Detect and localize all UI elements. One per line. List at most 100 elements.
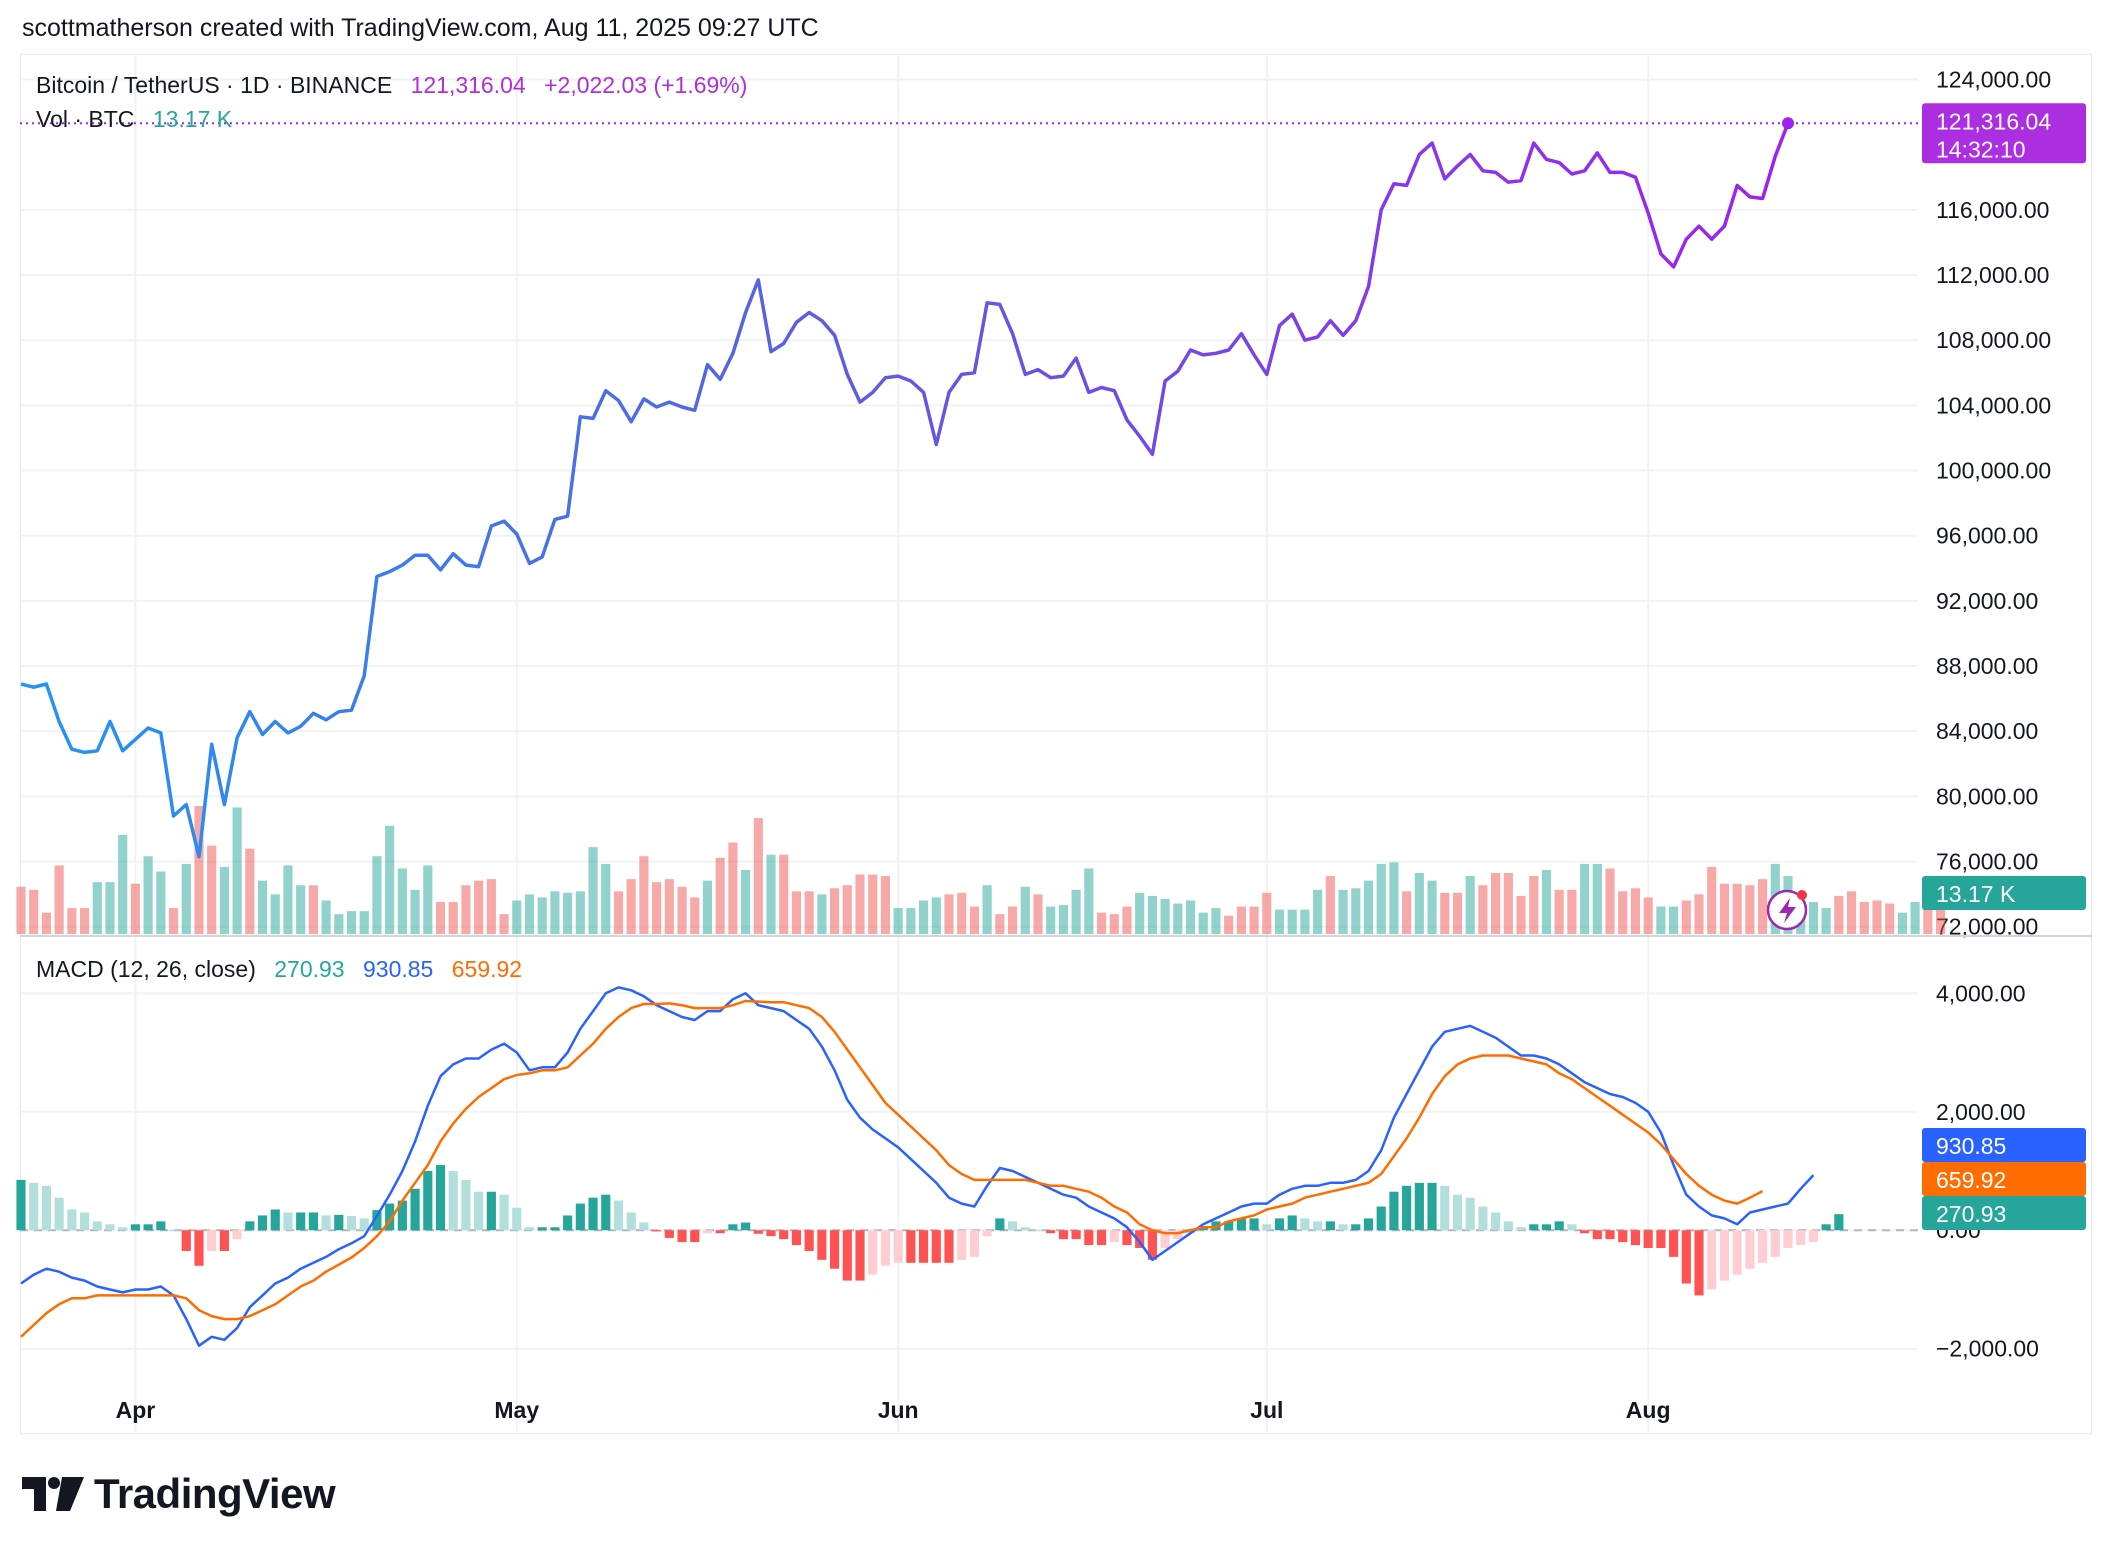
macd-histogram-bar [1605,1230,1615,1240]
macd-histogram-bar [715,1230,725,1234]
macd-histogram-bar [791,1230,802,1246]
macd-histogram-bar [524,1227,535,1231]
volume-bar [1414,873,1424,934]
macd-histogram-bar [1020,1227,1030,1231]
macd-histogram-bar [1745,1230,1755,1269]
volume-title[interactable]: Vol · BTC [36,106,135,132]
macd-histogram-bar [613,1200,624,1231]
price-tick-label: 96,000.00 [1936,523,2038,549]
volume-bar [702,880,713,934]
macd-histogram-bar [957,1230,967,1260]
volume-bar [1185,900,1196,934]
volume-bar [1694,894,1704,934]
volume-bar [1719,883,1730,934]
macd-histogram-bar [690,1230,700,1243]
volume-bar [1363,880,1374,934]
macd-tick-label: −2,000.00 [1936,1336,2039,1362]
price-tick-label: 76,000.00 [1936,849,2038,875]
macd-histogram-bar [461,1179,471,1231]
macd-histogram-bar [41,1185,52,1231]
volume-bar [1287,909,1297,934]
macd-histogram-bar [1236,1218,1246,1231]
price-tick-label: 124,000.00 [1936,67,2051,93]
volume-bar [346,911,357,934]
volume-bar [461,885,471,934]
volume-bar [524,894,535,934]
macd-histogram-bar [766,1230,776,1237]
macd-tick-label: 2,000.00 [1936,1099,2026,1125]
lightning-icon [1766,889,1808,931]
price-tick-label: 112,000.00 [1936,262,2049,288]
macd-histogram-bar [652,1230,662,1232]
macd-hist-value: 270.93 [274,956,345,982]
volume-bar [1656,906,1666,934]
hist-badge: 270.93 [1922,1196,2086,1230]
macd-histogram-bar [931,1230,941,1263]
macd-histogram-bar [1135,1230,1145,1248]
volume-bar [1503,873,1513,934]
volume-bar [931,897,941,934]
tradingview-logo[interactable]: TradingView [22,1470,336,1518]
volume-bar [830,888,840,934]
tradingview-logo-icon [22,1477,84,1511]
macd-histogram-bar [1427,1182,1437,1231]
price-tick-label: 100,000.00 [1936,458,2051,484]
symbol-title[interactable]: Bitcoin / TetherUS · 1D · BINANCE [36,72,393,98]
volume-bar [1618,891,1628,934]
macd-title[interactable]: MACD (12, 26, close) [36,956,256,982]
macd-histogram-bar [1592,1230,1602,1240]
macd-histogram-bar [92,1221,102,1231]
price-tick-label: 104,000.00 [1936,392,2051,418]
price-tick-label: 80,000.00 [1936,783,2038,809]
macd-histogram-bar [702,1230,713,1234]
volume-bar [168,908,179,934]
macd-histogram-bar [1516,1227,1526,1231]
macd-histogram-bar [575,1203,585,1231]
macd-histogram-bar [1287,1215,1297,1231]
volume-bar [207,845,217,934]
volume-badge-text: 13.17 K [1936,881,2016,907]
macd-line-value: 930.85 [363,956,434,982]
macd-histogram-bar [1402,1185,1412,1231]
macd-histogram-bar [626,1212,636,1231]
macd-histogram-bar [1630,1230,1641,1246]
volume-bar [308,885,318,934]
price-tick-label: 92,000.00 [1936,588,2038,614]
macd-histogram-bar [385,1203,395,1231]
macd-histogram-bar [245,1221,255,1231]
macd-histogram-bar [207,1230,217,1251]
volume-bar [92,882,102,934]
macd-histogram-bar [1096,1230,1107,1246]
macd-histogram-bar [474,1191,484,1231]
chart-panel[interactable] [20,54,2092,1434]
macd-histogram-bar [779,1230,789,1240]
macd-histogram-bar [1478,1206,1488,1231]
macd-histogram-bar [156,1221,166,1231]
macd-histogram-bar [423,1171,433,1231]
volume-bar [791,891,802,934]
last-price-dot [1782,117,1794,130]
volume-bar [639,856,649,934]
macd-histogram-bar [512,1207,522,1231]
macd-tick-label: 4,000.00 [1936,980,2026,1006]
volume-bar [1580,863,1590,934]
macd-histogram-bar [1580,1230,1590,1234]
macd-histogram-bar [537,1227,547,1231]
macd-histogram-bar [1414,1182,1424,1231]
volume-bar [385,825,395,934]
volume-bar [67,908,77,934]
volume-bar [219,866,229,934]
price-tick-label: 116,000.00 [1936,197,2049,223]
volume-bar [1084,868,1094,934]
volume-bar [1033,894,1043,934]
volume-bar [397,868,407,934]
macd-histogram-bar [1796,1230,1806,1246]
last-price: 121,316.04 [410,72,526,98]
macd-histogram-bar [728,1224,738,1231]
macd-histogram-bar [143,1224,153,1231]
macd-histogram-bar [1325,1221,1335,1231]
volume-bar [1923,892,1933,934]
macd-histogram-bar [1732,1230,1742,1275]
macd-histogram-bar [1351,1224,1361,1231]
